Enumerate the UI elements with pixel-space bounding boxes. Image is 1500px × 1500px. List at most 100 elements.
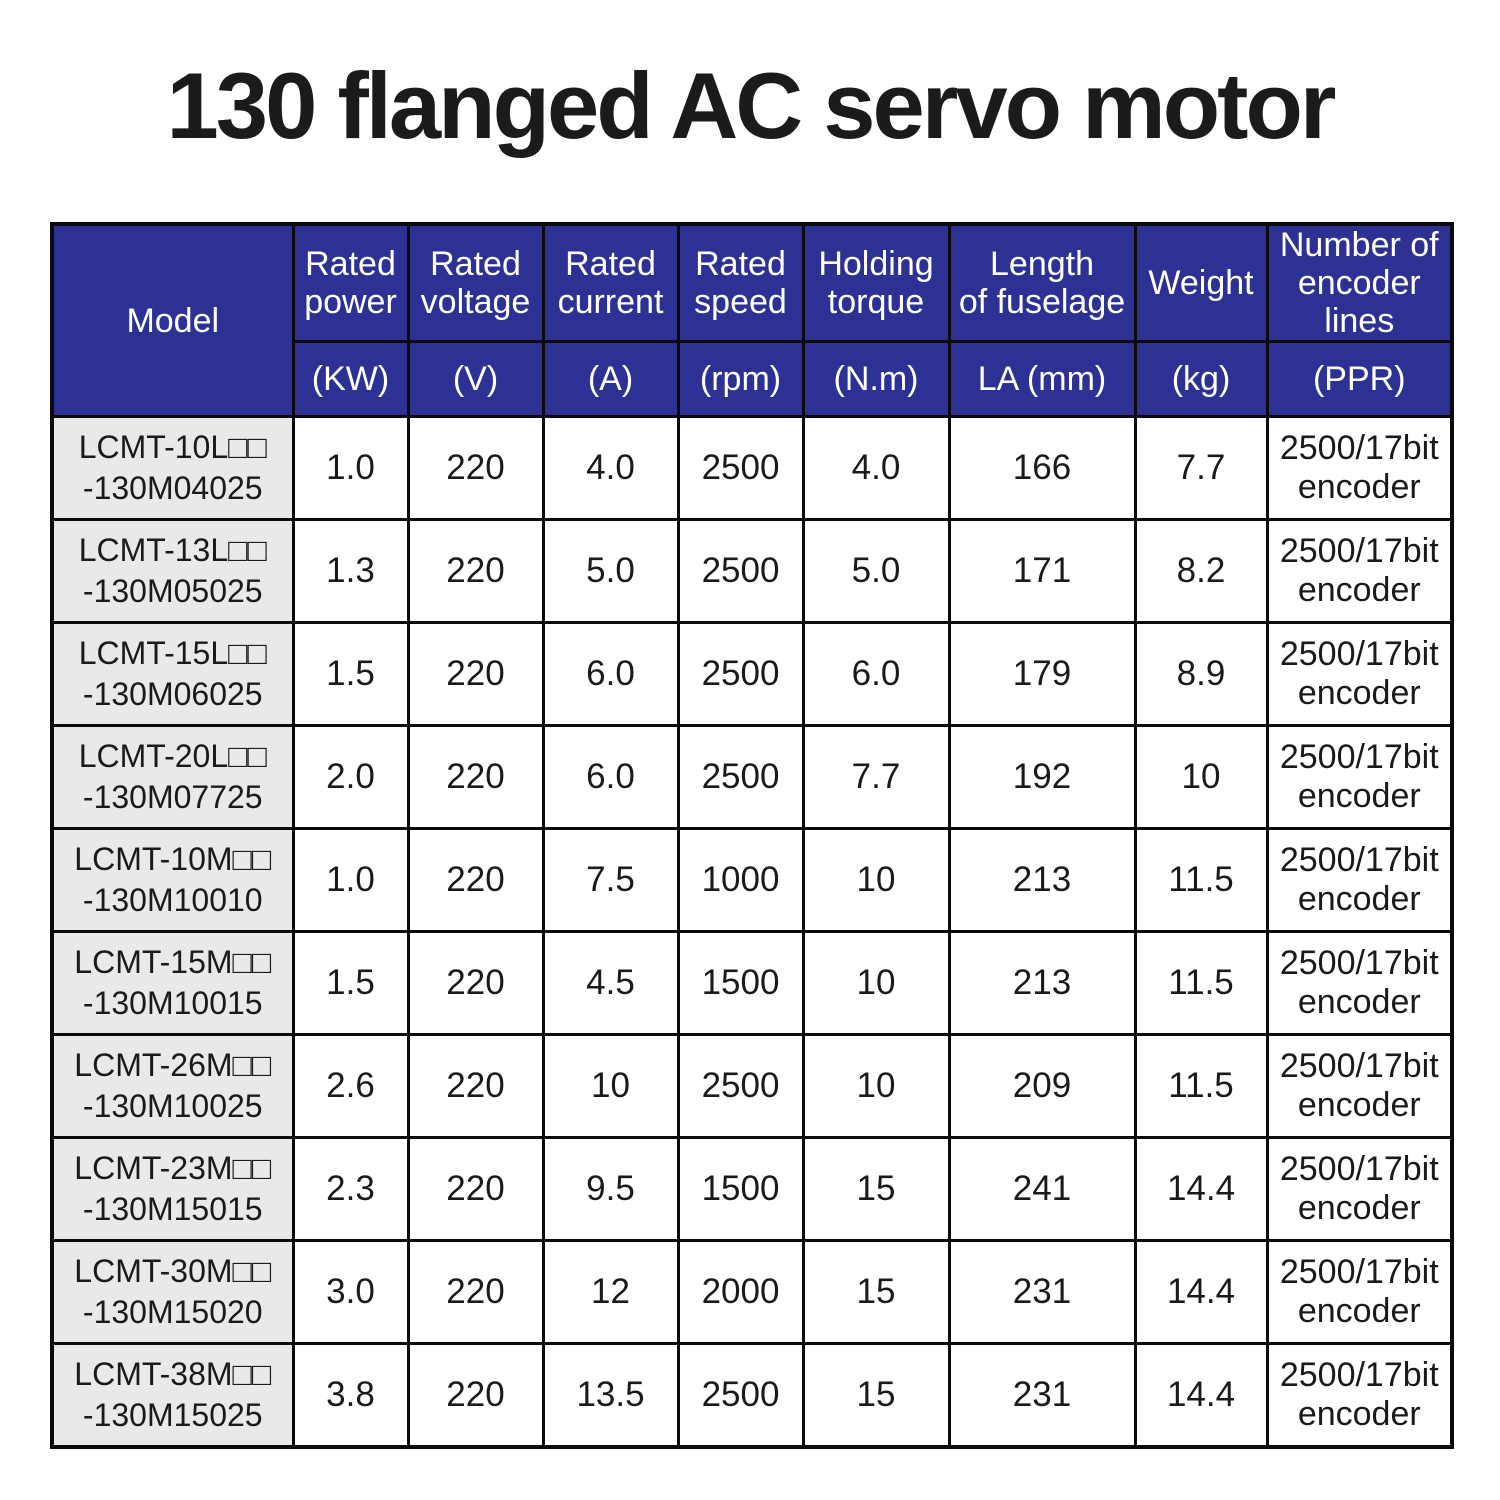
value-cell: 1.5 — [291, 621, 410, 728]
header-unit-row: (KW) (V) (A) (rpm) (N.m) LA (mm) (kg) (PPR) — [52, 340, 1454, 419]
value-cell: 10 — [541, 1033, 680, 1140]
value-cell: 192 — [947, 724, 1137, 831]
value-cell: 2500 — [676, 415, 805, 522]
encoder-cell: 2500/17bit encoder — [1265, 518, 1454, 625]
value-cell: 220 — [406, 930, 545, 1037]
model-cell: LCMT-10L□□ -130M04025 — [50, 415, 295, 522]
value-cell: 13.5 — [541, 1342, 680, 1449]
model-cell: LCMT-20L□□ -130M07725 — [50, 724, 295, 831]
encoder-cell: 2500/17bit encoder — [1265, 1239, 1454, 1346]
model-cell: LCMT-38M□□ -130M15025 — [50, 1342, 295, 1449]
encoder-cell: 2500/17bit encoder — [1265, 930, 1454, 1037]
value-cell: 8.2 — [1133, 518, 1269, 625]
unit-header: LA (mm) — [947, 340, 1137, 419]
value-cell: 1500 — [676, 930, 805, 1037]
column-header: Holding torque — [801, 222, 951, 344]
table-row: LCMT-15M□□ -130M10015 1.5 220 4.5 1500 10 213 1… — [50, 930, 1454, 1037]
column-header: Weight — [1133, 222, 1269, 344]
column-header: Rated power — [291, 222, 410, 344]
value-cell: 2500 — [676, 621, 805, 728]
value-cell: 220 — [406, 415, 545, 522]
column-header: Rated voltage — [406, 222, 545, 344]
value-cell: 220 — [406, 724, 545, 831]
value-cell: 179 — [947, 621, 1137, 728]
column-header: Number of encoder lines — [1265, 222, 1454, 344]
encoder-cell: 2500/17bit encoder — [1265, 1136, 1454, 1243]
value-cell: 213 — [947, 827, 1137, 934]
header-label-row: Model Rated power Rated voltage Rated curre… — [50, 222, 1454, 419]
value-cell: 5.0 — [541, 518, 680, 625]
value-cell: 15 — [801, 1342, 951, 1449]
unit-header: (V) — [406, 340, 545, 419]
unit-header: (PPR) — [1265, 340, 1454, 419]
value-cell: 3.0 — [291, 1239, 410, 1346]
value-cell: 220 — [406, 827, 545, 934]
value-cell: 6.0 — [541, 621, 680, 728]
model-cell: LCMT-13L□□ -130M05025 — [50, 518, 295, 625]
value-cell: 220 — [406, 1342, 545, 1449]
table-row: LCMT-30M□□ -130M15020 3.0 220 12 2000 15 231 14… — [50, 1239, 1454, 1346]
unit-header: (kg) — [1133, 340, 1269, 419]
value-cell: 4.5 — [541, 930, 680, 1037]
value-cell: 9.5 — [541, 1136, 680, 1243]
value-cell: 3.8 — [291, 1342, 410, 1449]
value-cell: 15 — [801, 1136, 951, 1243]
unit-header: (N.m) — [801, 340, 951, 419]
table-row: LCMT-26M□□ -130M10025 2.6 220 10 2500 10 209 11… — [50, 1033, 1454, 1140]
value-cell: 220 — [406, 518, 545, 625]
column-header: Rated current — [541, 222, 680, 344]
value-cell: 2500 — [676, 518, 805, 625]
table-row: LCMT-15L□□ -130M06025 1.5 220 6.0 2500 6.0 179… — [50, 621, 1454, 728]
value-cell: 2.6 — [291, 1033, 410, 1140]
table-row: LCMT-23M□□ -130M15015 2.3 220 9.5 1500 15 241 1… — [50, 1136, 1454, 1243]
table-row: LCMT-13L□□ -130M05025 1.3 220 5.0 2500 5.0 171… — [50, 518, 1454, 625]
unit-header: (A) — [541, 340, 680, 419]
value-cell: 5.0 — [801, 518, 951, 625]
value-cell: 6.0 — [541, 724, 680, 831]
value-cell: 1.5 — [291, 930, 410, 1037]
encoder-cell: 2500/17bit encoder — [1265, 827, 1454, 934]
unit-header: (rpm) — [676, 340, 805, 419]
page-title: 130 flanged AC servo motor — [166, 53, 1337, 158]
value-cell: 171 — [947, 518, 1137, 625]
table-header: Model Rated power Rated voltage Rated curre… — [50, 222, 1454, 419]
value-cell: 220 — [406, 1033, 545, 1140]
unit-header: (KW) — [291, 340, 410, 419]
table-row: LCMT-38M□□ -130M15025 3.8 220 13.5 2500 15 231… — [50, 1342, 1454, 1449]
column-header: Length of fuselage — [947, 222, 1137, 344]
value-cell: 4.0 — [801, 415, 951, 522]
value-cell: 10 — [801, 827, 951, 934]
table-row: LCMT-10M□□ -130M10010 1.0 220 7.5 1000 10 213 1… — [50, 827, 1454, 934]
value-cell: 1500 — [676, 1136, 805, 1243]
value-cell: 1.0 — [291, 415, 410, 522]
value-cell: 1.0 — [291, 827, 410, 934]
value-cell: 166 — [947, 415, 1137, 522]
value-cell: 231 — [947, 1342, 1137, 1449]
model-cell: LCMT-30M□□ -130M15020 — [50, 1239, 295, 1346]
model-column-header: Model — [50, 222, 295, 419]
encoder-cell: 2500/17bit encoder — [1265, 621, 1454, 728]
model-cell: LCMT-26M□□ -130M10025 — [50, 1033, 295, 1140]
value-cell: 1000 — [676, 827, 805, 934]
value-cell: 10 — [1133, 724, 1269, 831]
value-cell: 1.3 — [291, 518, 410, 625]
motor-spec-table: Model Rated power Rated voltage Rated curre… — [50, 222, 1454, 1449]
value-cell: 6.0 — [801, 621, 951, 728]
value-cell: 11.5 — [1133, 827, 1269, 934]
value-cell: 241 — [947, 1136, 1137, 1243]
value-cell: 11.5 — [1133, 930, 1269, 1037]
encoder-cell: 2500/17bit encoder — [1265, 415, 1454, 522]
value-cell: 14.4 — [1133, 1342, 1269, 1449]
value-cell: 7.7 — [801, 724, 951, 831]
value-cell: 10 — [801, 1033, 951, 1140]
value-cell: 4.0 — [541, 415, 680, 522]
table-row: LCMT-20L□□ -130M07725 2.0 220 6.0 2500 7.7 192… — [50, 724, 1454, 831]
value-cell: 14.4 — [1133, 1136, 1269, 1243]
value-cell: 2500 — [676, 1033, 805, 1140]
encoder-cell: 2500/17bit encoder — [1265, 724, 1454, 831]
table-row: LCMT-10L□□ -130M04025 1.0 220 4.0 2500 4.0 166… — [50, 415, 1454, 522]
encoder-cell: 2500/17bit encoder — [1265, 1342, 1454, 1449]
value-cell: 11.5 — [1133, 1033, 1269, 1140]
value-cell: 7.5 — [541, 827, 680, 934]
